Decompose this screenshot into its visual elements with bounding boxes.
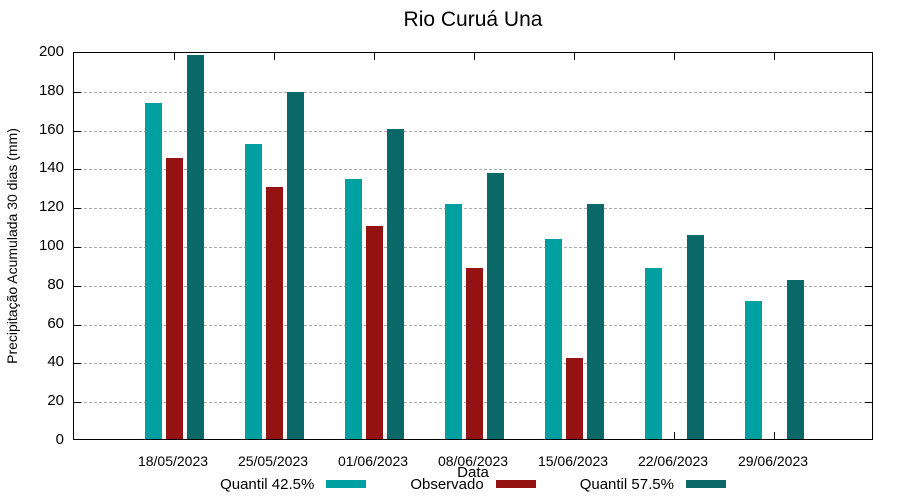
x-axis-title: Data <box>457 464 489 481</box>
bar-observado <box>265 186 283 439</box>
y-tick-label: 200 <box>38 43 64 60</box>
y-tick-mark <box>865 169 872 171</box>
legend-swatch <box>685 480 726 488</box>
gridline-y-180 <box>74 91 872 93</box>
bar-quantil-57-5- <box>286 91 304 439</box>
y-tick-mark <box>865 402 872 404</box>
x-tick-mark <box>673 53 675 60</box>
legend-label: Observado <box>410 475 484 493</box>
bar-observado <box>465 268 483 439</box>
y-tick-label: 120 <box>38 198 64 216</box>
bar-observado <box>365 225 383 439</box>
y-tick-mark <box>865 247 872 248</box>
y-tick-mark <box>865 208 872 210</box>
bar-quantil-57-5- <box>486 173 504 439</box>
bar-quantil-57-5- <box>586 204 604 439</box>
bar-quantil-42-5- <box>244 144 262 439</box>
x-tick-label: 01/06/2023 <box>337 453 409 469</box>
x-tick-label: 22/06/2023 <box>637 453 709 469</box>
y-tick-mark <box>865 285 872 287</box>
y-tick-mark <box>865 324 872 326</box>
x-tick-mark <box>373 53 375 60</box>
y-tick-mark <box>74 169 81 171</box>
x-tick-mark <box>673 432 675 439</box>
bar-quantil-42-5- <box>344 179 362 439</box>
y-tick-mark <box>74 402 81 404</box>
bar-quantil-42-5- <box>444 204 462 439</box>
bar-quantil-42-5- <box>144 103 162 439</box>
y-tick-label: 80 <box>47 275 64 293</box>
bar-quantil-57-5- <box>686 235 704 439</box>
y-tick-label: 180 <box>38 81 64 99</box>
y-tick-mark <box>74 247 81 248</box>
y-tick-mark <box>865 91 872 93</box>
bar-quantil-42-5- <box>544 239 562 439</box>
y-tick-label: 20 <box>47 392 64 410</box>
gridline-y-160 <box>74 130 872 132</box>
y-tick-mark <box>865 130 872 132</box>
chart-title: Rio Curuá Una <box>403 8 543 31</box>
y-tick-label: 0 <box>55 431 64 448</box>
y-tick-mark <box>865 363 872 365</box>
bar-observado <box>165 157 183 439</box>
gridline-y-140 <box>74 169 872 171</box>
gridline-y-100 <box>74 247 872 248</box>
x-tick-label: 18/05/2023 <box>137 453 209 469</box>
x-tick-label: 29/06/2023 <box>737 453 809 469</box>
y-tick-mark <box>74 363 81 365</box>
bar-observado <box>565 357 583 439</box>
legend-item-quantil-42-5-: Quantil 42.5% <box>220 475 367 493</box>
bar-quantil-57-5- <box>386 128 404 439</box>
y-tick-label: 140 <box>38 159 64 177</box>
y-tick-label: 60 <box>47 314 64 332</box>
x-tick-label: 15/06/2023 <box>537 453 609 469</box>
y-tick-mark <box>74 208 81 210</box>
y-tick-label: 160 <box>38 120 64 138</box>
legend-item-observado: Observado <box>410 475 536 493</box>
plot-area <box>73 52 873 440</box>
bar-quantil-57-5- <box>786 279 804 439</box>
y-tick-mark <box>74 285 81 287</box>
bar-quantil-42-5- <box>644 268 662 439</box>
y-tick-label: 40 <box>47 353 64 371</box>
legend-swatch <box>495 480 536 488</box>
x-tick-label: 25/05/2023 <box>237 453 309 469</box>
x-tick-mark <box>773 53 775 60</box>
chart-legend: Quantil 42.5% Observado Quantil 57.5% <box>73 474 873 494</box>
legend-label: Quantil 42.5% <box>220 475 315 493</box>
x-tick-mark <box>273 53 275 60</box>
bar-quantil-57-5- <box>186 54 204 439</box>
bar-quantil-42-5- <box>744 301 762 439</box>
x-tick-mark <box>573 53 575 60</box>
x-tick-mark <box>473 53 475 60</box>
gridline-y-120 <box>74 208 872 210</box>
legend-label: Quantil 57.5% <box>579 475 674 493</box>
y-tick-mark <box>74 130 81 132</box>
x-tick-mark <box>173 53 175 60</box>
y-tick-mark <box>74 324 81 326</box>
y-tick-mark <box>74 91 81 93</box>
x-tick-label: 08/06/2023 <box>437 453 509 469</box>
y-tick-label: 100 <box>38 237 64 254</box>
legend-swatch <box>326 480 367 488</box>
legend-item-quantil-57-5-: Quantil 57.5% <box>580 476 726 493</box>
x-tick-mark <box>773 432 775 439</box>
